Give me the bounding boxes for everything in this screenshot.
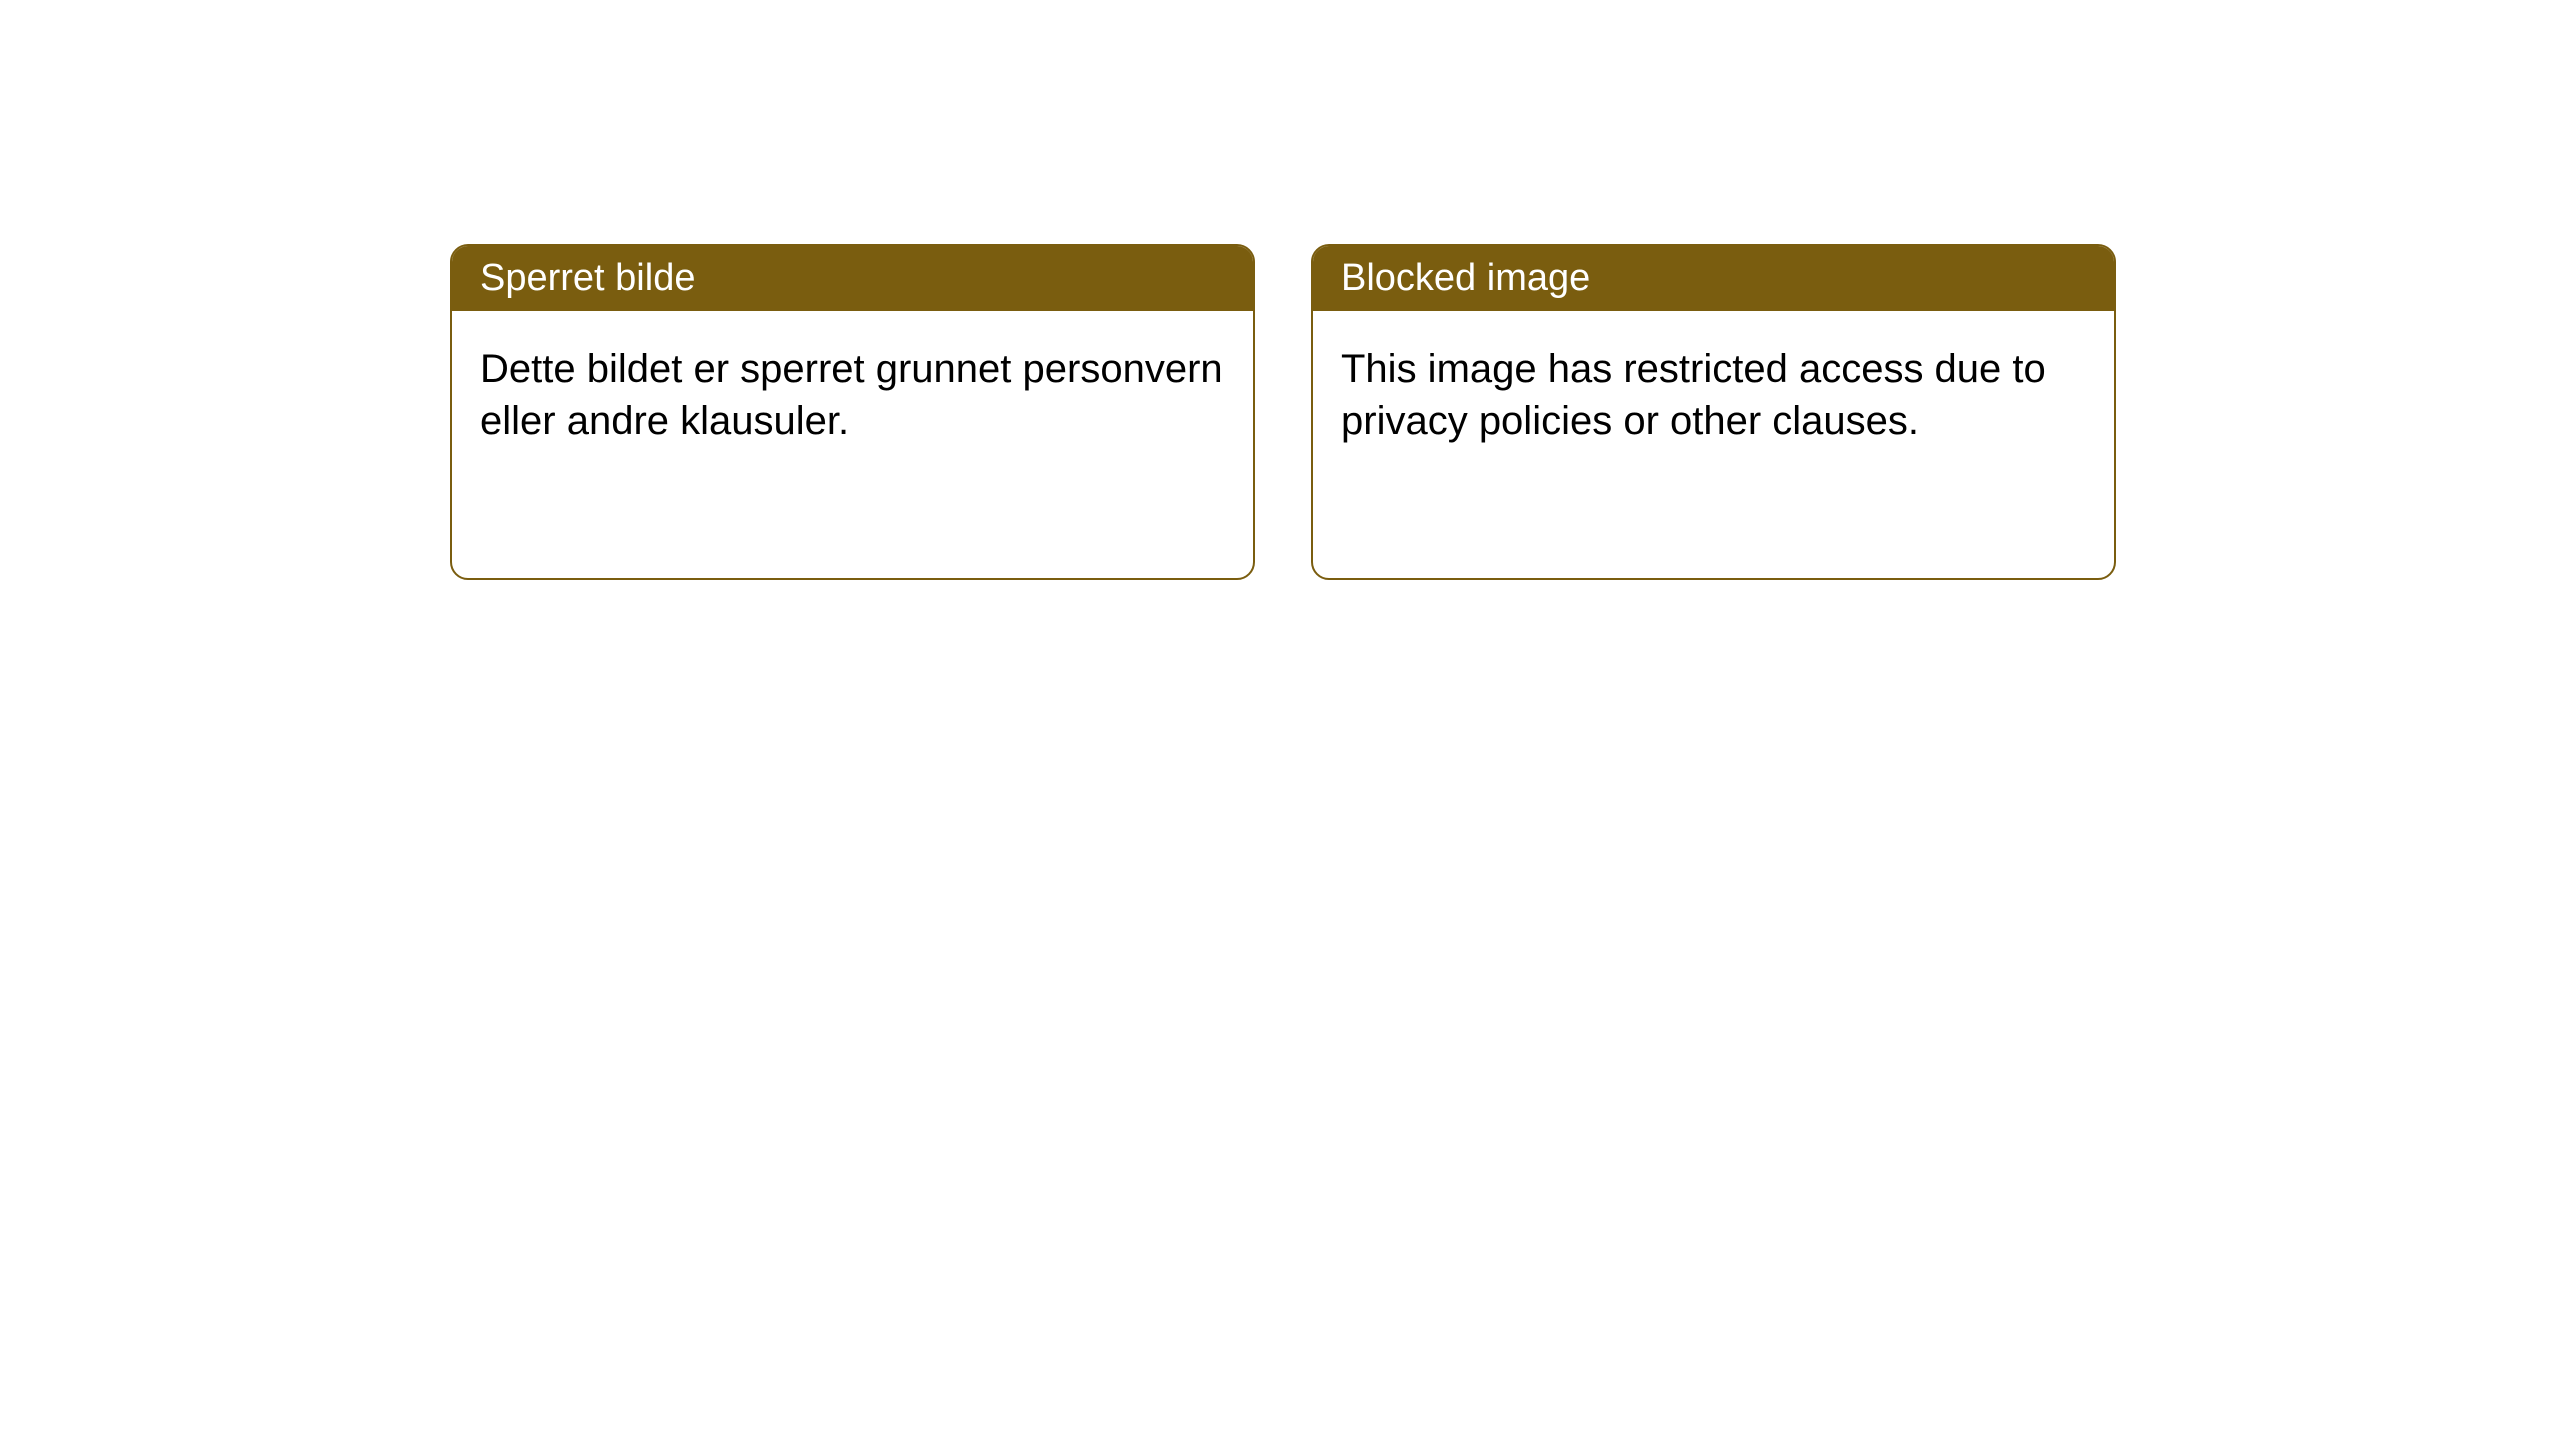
notice-header: Blocked image <box>1313 246 2114 311</box>
notice-header: Sperret bilde <box>452 246 1253 311</box>
notice-box-norwegian: Sperret bilde Dette bildet er sperret gr… <box>450 244 1255 580</box>
notice-body: This image has restricted access due to … <box>1313 311 2114 479</box>
notice-body: Dette bildet er sperret grunnet personve… <box>452 311 1253 479</box>
notice-container: Sperret bilde Dette bildet er sperret gr… <box>0 0 2560 580</box>
notice-box-english: Blocked image This image has restricted … <box>1311 244 2116 580</box>
